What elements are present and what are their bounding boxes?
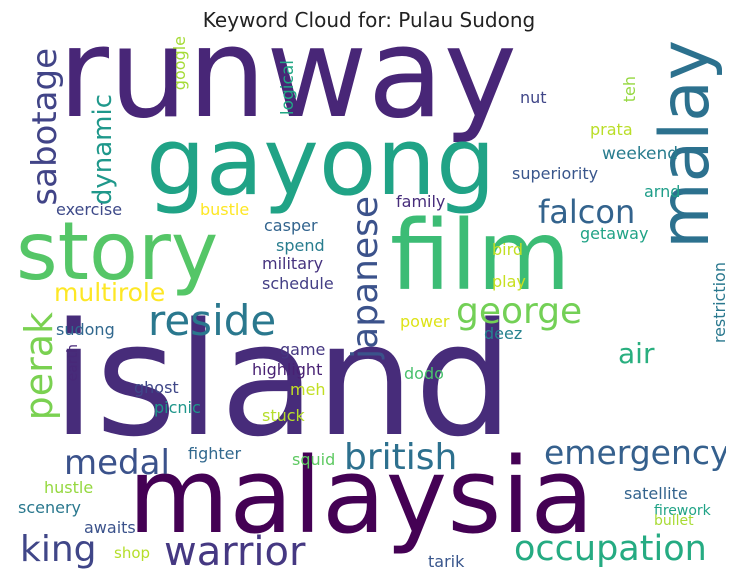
word-logical: logical	[278, 60, 298, 116]
word-cloud: runway gayong story film malay island ma…	[14, 36, 726, 576]
word-power: power	[400, 312, 450, 331]
word-film: film	[390, 200, 571, 312]
word-exercise: exercise	[56, 200, 123, 219]
word-play: play	[492, 272, 526, 291]
word-awaits: awaits	[84, 518, 136, 537]
word-ghost: ghost	[134, 378, 179, 397]
word-picnic: picnic	[154, 398, 201, 417]
word-bird: bird	[492, 240, 524, 259]
word-island: island	[52, 289, 514, 471]
word-runway: runway	[58, 36, 517, 146]
word-satellite: satellite	[624, 484, 688, 503]
word-george: george	[456, 291, 583, 332]
word-arnd: arnd	[644, 182, 681, 201]
word-stuck: stuck	[262, 406, 305, 425]
word-dodo: dodo	[404, 364, 444, 383]
word-sabotage: sabotage	[25, 48, 65, 206]
word-shop: shop	[114, 544, 151, 562]
word-hustle: hustle	[44, 478, 94, 497]
word-prata: prata	[590, 120, 633, 139]
word-air: air	[618, 337, 655, 370]
word-reside: reside	[148, 296, 277, 345]
word-firework: firework	[654, 503, 711, 519]
word-warrior: warrior	[164, 529, 306, 575]
word-sudong: sudong	[56, 320, 115, 339]
word-casper: casper	[264, 216, 318, 235]
word-perak: perak	[17, 312, 61, 421]
word-deez: deez	[484, 324, 523, 343]
word-schedule: schedule	[262, 274, 334, 293]
word-gayong: gayong	[146, 108, 496, 217]
word-earth: earth	[65, 344, 81, 382]
word-nut: nut	[520, 88, 547, 107]
word-medal: medal	[64, 443, 170, 483]
word-teh: teh	[620, 76, 639, 103]
word-japanese: japanese	[345, 196, 386, 359]
word-bustle: bustle	[200, 200, 250, 219]
word-highlight: highlight	[252, 360, 323, 379]
word-bullet: bullet	[654, 513, 694, 529]
word-falcon: falcon	[538, 193, 636, 231]
word-king: king	[20, 529, 97, 570]
word-squid: squid	[292, 450, 336, 469]
word-fighter: fighter	[188, 444, 242, 463]
word-superiority: superiority	[512, 164, 599, 183]
word-multirole: multirole	[54, 278, 166, 307]
word-military: military	[262, 254, 324, 273]
chart-title: Keyword Cloud for: Pulau Sudong	[202, 8, 536, 32]
word-getaway: getaway	[580, 224, 649, 243]
word-spend: spend	[276, 236, 325, 255]
word-family: family	[396, 192, 446, 211]
word-british: british	[344, 437, 458, 478]
word-meh: meh	[290, 380, 326, 399]
word-occupation: occupation	[514, 529, 707, 569]
word-tarik: tarik	[428, 552, 465, 571]
word-story: story	[16, 205, 219, 298]
word-restriction: restriction	[710, 262, 726, 344]
word-weekend: weekend	[602, 144, 679, 164]
word-google: google	[170, 36, 189, 91]
word-game: game	[280, 340, 326, 359]
word-emergency: emergency	[544, 433, 726, 472]
word-malaysia: malaysia	[128, 435, 595, 557]
word-dynamic: dynamic	[88, 94, 118, 206]
word-scenery: scenery	[18, 498, 82, 517]
